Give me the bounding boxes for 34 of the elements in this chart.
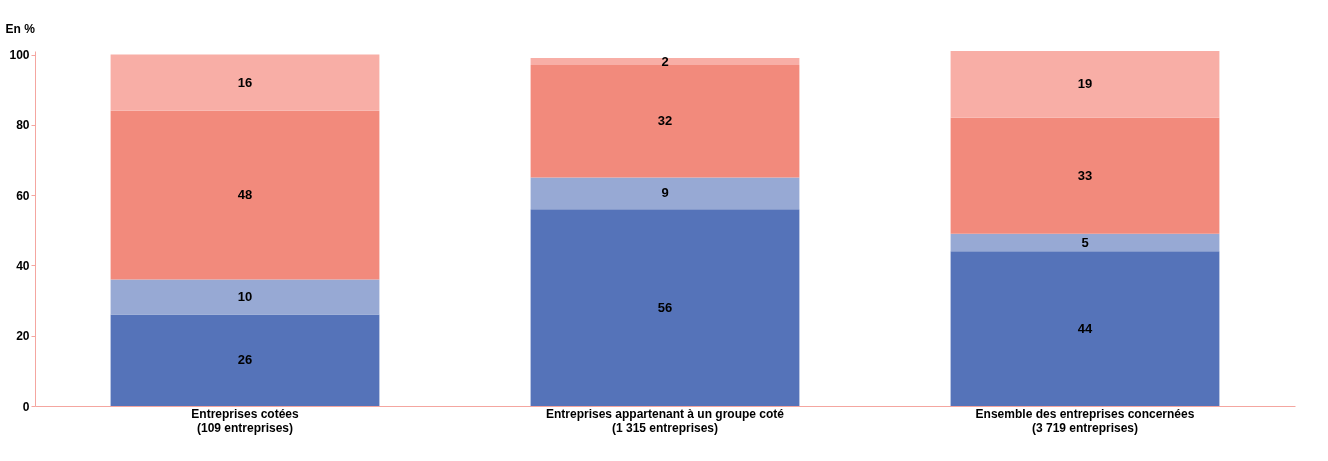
data-label: 44 [1077, 320, 1093, 336]
data-label: 32 [657, 113, 673, 129]
y-tick-label: 100 [9, 48, 30, 63]
data-label: 26 [237, 352, 253, 368]
bar [530, 58, 800, 66]
bar [110, 279, 380, 315]
bar [950, 51, 1220, 118]
bar [110, 54, 380, 111]
data-label: 9 [661, 185, 669, 201]
y-tick-label: 60 [16, 188, 30, 203]
bar [530, 209, 800, 406]
y-axis-title: En % [5, 21, 36, 36]
data-label: 16 [237, 74, 253, 90]
y-tick-label: 40 [16, 258, 30, 273]
bar [110, 314, 380, 406]
data-label: 48 [237, 187, 253, 203]
bar [950, 233, 1220, 252]
bar [530, 65, 800, 178]
data-label: 2 [661, 53, 669, 69]
data-label: 56 [657, 299, 673, 315]
y-tick-label: 80 [16, 118, 30, 133]
x-tick-label: Entreprises cotées (109 entreprises) [191, 406, 300, 435]
bar [530, 177, 800, 210]
data-label: 5 [1081, 234, 1089, 250]
bar [950, 251, 1220, 406]
y-tick-label: 20 [16, 329, 30, 344]
y-tick-label: 0 [22, 399, 30, 414]
x-tick-label: Ensemble des entreprises concernées (3 719 entreprises) [975, 406, 1195, 435]
bar [110, 110, 380, 280]
data-label: 10 [237, 289, 253, 305]
data-label: 19 [1077, 76, 1093, 92]
x-tick-label: Entreprises appartenant à un groupe coté (1 315 entreprises) [545, 406, 785, 435]
data-label: 33 [1077, 167, 1093, 183]
bar [950, 117, 1220, 234]
